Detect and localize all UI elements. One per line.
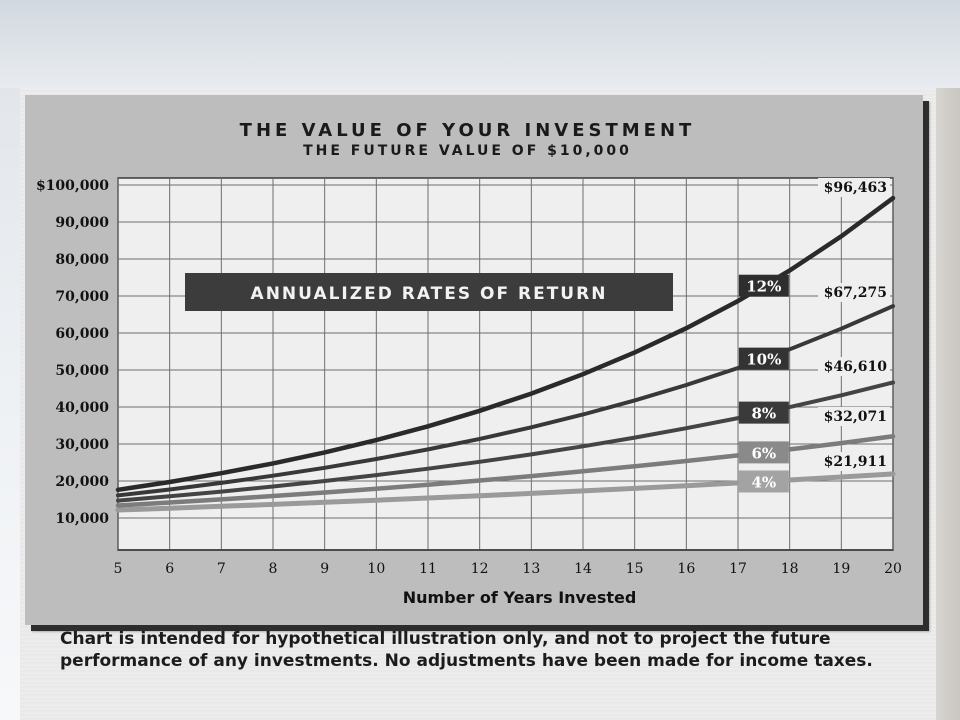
x-tick-label: 12 <box>471 561 489 577</box>
x-tick-label: 10 <box>367 561 385 577</box>
rate-badge <box>738 441 789 464</box>
x-tick-label: 17 <box>729 561 747 577</box>
y-tick-label: 60,000 <box>55 326 109 342</box>
x-tick-label: 7 <box>217 561 226 577</box>
rate-badge-label: 8% <box>751 405 776 423</box>
rate-badge <box>738 274 789 297</box>
end-value-label: $46,610 <box>824 359 888 375</box>
x-tick-label: 9 <box>320 561 329 577</box>
y-tick-label: $100,000 <box>36 178 109 194</box>
rate-badge <box>738 401 789 424</box>
y-tick-label: 10,000 <box>55 511 109 527</box>
chart-title: THE VALUE OF YOUR INVESTMENT <box>239 120 696 141</box>
rate-badge-label: 10% <box>746 351 781 369</box>
y-tick-label: 50,000 <box>55 363 109 379</box>
end-value-label: $96,463 <box>824 180 887 196</box>
slide-header-band <box>0 0 960 88</box>
x-tick-label: 19 <box>832 561 850 577</box>
x-axis-label: Number of Years Invested <box>403 588 637 607</box>
rate-badge-label: 6% <box>751 444 776 462</box>
end-label-bg <box>818 452 890 471</box>
y-tick-label: 90,000 <box>55 215 109 231</box>
banner-box <box>185 273 673 311</box>
end-value-label: $21,911 <box>824 454 887 470</box>
rate-badge-label: 4% <box>751 473 776 491</box>
end-label-bg <box>818 357 890 376</box>
end-label-bg <box>818 283 890 302</box>
x-tick-label: 16 <box>677 561 695 577</box>
y-tick-label: 70,000 <box>55 289 109 305</box>
x-tick-label: 20 <box>884 561 902 577</box>
y-tick-label: 80,000 <box>55 252 109 268</box>
end-label-bg <box>818 178 890 197</box>
x-tick-label: 5 <box>114 561 123 577</box>
rate-badge-label: 12% <box>746 278 781 296</box>
rate-badge <box>738 347 789 370</box>
banner-text: ANNUALIZED RATES OF RETURN <box>251 284 608 304</box>
x-tick-label: 13 <box>522 561 540 577</box>
x-tick-label: 15 <box>626 561 644 577</box>
rate-badge <box>738 470 789 493</box>
end-label-bg <box>818 407 890 426</box>
x-tick-label: 14 <box>574 561 592 577</box>
disclaimer-text: Chart is intended for hypothetical illus… <box>60 629 873 671</box>
y-tick-label: 20,000 <box>55 474 109 490</box>
x-tick-label: 8 <box>269 561 278 577</box>
x-tick-label: 18 <box>781 561 799 577</box>
y-tick-label: 40,000 <box>55 400 109 416</box>
end-value-label: $32,071 <box>824 409 887 425</box>
end-value-label: $67,275 <box>824 285 887 301</box>
chart-subtitle: THE FUTURE VALUE OF $10,000 <box>303 143 632 159</box>
x-tick-label: 6 <box>165 561 174 577</box>
x-tick-label: 11 <box>419 561 437 577</box>
y-tick-label: 30,000 <box>55 437 109 453</box>
page-edge <box>936 88 960 720</box>
